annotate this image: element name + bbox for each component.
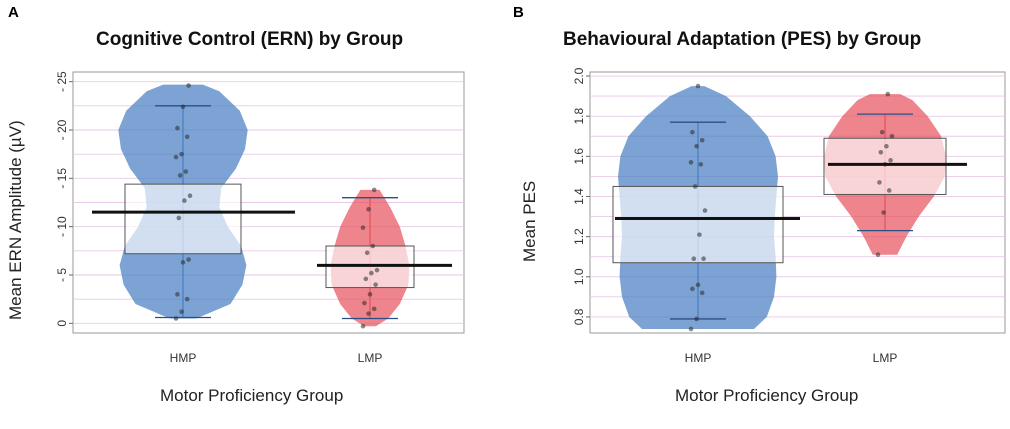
- panel-a: 0 - 5 - 10 - 15 - 20 - 25 HMP LMP A Cognitive C…: [6, 4, 465, 405]
- data-point: [362, 300, 367, 306]
- chart-a-ylabel: Mean ERN Amplitude (µV): [6, 120, 25, 320]
- y-tick-label: 0.8: [572, 308, 586, 325]
- panel-letter-a: A: [8, 4, 19, 21]
- data-point: [702, 208, 708, 213]
- chart-b-xlabel: Motor Proficiency Group: [675, 386, 859, 405]
- data-point: [187, 193, 193, 199]
- x-tick-label-hmp: HMP: [170, 351, 197, 365]
- panel-letter-b: B: [513, 4, 524, 21]
- data-point: [177, 173, 183, 178]
- data-point: [888, 158, 893, 163]
- data-point: [175, 125, 180, 131]
- data-point: [369, 270, 374, 276]
- data-point: [878, 150, 884, 155]
- data-point: [370, 243, 376, 249]
- data-point: [366, 311, 371, 316]
- y-tick-label: 2.0: [572, 67, 586, 84]
- data-point: [886, 188, 892, 193]
- y-tick-label: - 10: [55, 216, 69, 237]
- data-point: [363, 276, 369, 282]
- data-point: [884, 143, 889, 149]
- data-point: [360, 225, 366, 230]
- data-point: [364, 250, 370, 256]
- data-point: [690, 286, 695, 292]
- box-hmp: [124, 183, 242, 255]
- data-point: [371, 187, 377, 193]
- data-point: [688, 326, 694, 332]
- data-point: [697, 232, 702, 237]
- chart-b-svg: 0.8 1.0 1.2 1.4 1.6 1.8 2.0 HMP LMP: [572, 67, 1006, 365]
- data-point: [881, 210, 886, 215]
- data-point: [875, 252, 881, 257]
- data-point: [691, 256, 697, 262]
- data-point: [186, 257, 191, 262]
- data-point: [360, 323, 366, 329]
- y-tick-label: - 20: [55, 119, 69, 140]
- chart-a-title: Cognitive Control (ERN) by Group: [96, 29, 404, 50]
- data-point: [373, 282, 378, 287]
- data-point: [374, 267, 380, 273]
- chart-b-ylabel: Mean PES: [520, 180, 539, 262]
- data-point: [692, 184, 698, 189]
- box-hmp: [612, 185, 784, 264]
- data-point: [180, 260, 186, 265]
- data-point: [184, 134, 190, 140]
- chart-a-xlabel: Motor Proficiency Group: [160, 386, 344, 405]
- data-point: [175, 292, 180, 297]
- data-point: [367, 292, 373, 297]
- data-point: [695, 282, 701, 288]
- data-point: [701, 256, 706, 262]
- data-point: [889, 133, 895, 139]
- y-tick-label: - 5: [55, 268, 69, 282]
- data-point: [879, 129, 885, 135]
- data-point: [688, 160, 694, 165]
- data-point: [366, 206, 371, 212]
- data-point: [699, 290, 705, 296]
- y-tick-label: 1.0: [572, 268, 586, 285]
- data-point: [184, 296, 190, 302]
- data-point: [695, 83, 701, 89]
- data-point: [182, 198, 187, 203]
- y-tick-label: 1.6: [572, 148, 586, 165]
- y-tick-label: - 15: [55, 168, 69, 189]
- y-tick-label: 1.4: [572, 188, 586, 205]
- data-point: [179, 151, 184, 157]
- data-point: [698, 162, 704, 167]
- data-point: [179, 309, 184, 315]
- data-point: [186, 83, 191, 88]
- data-point: [690, 129, 695, 135]
- data-point: [371, 306, 377, 312]
- y-tick-label: 0: [55, 320, 69, 327]
- y-tick-label: 1.8: [572, 108, 586, 125]
- data-point: [885, 91, 891, 97]
- data-point: [176, 215, 182, 221]
- data-point: [694, 316, 699, 322]
- data-point: [180, 104, 186, 110]
- x-tick-label-lmp: LMP: [873, 351, 898, 365]
- chart-a-svg: 0 - 5 - 10 - 15 - 20 - 25 HMP LMP: [55, 71, 465, 365]
- panel-b: 0.8 1.0 1.2 1.4 1.6 1.8 2.0 HMP LMP B Behavioura…: [505, 0, 1010, 429]
- x-tick-label-hmp: HMP: [685, 351, 712, 365]
- data-point: [699, 137, 705, 143]
- data-point: [183, 169, 189, 174]
- y-tick-label: - 25: [55, 71, 69, 92]
- y-tick-label: 1.2: [572, 228, 586, 245]
- chart-b-title: Behavioural Adaptation (PES) by Group: [563, 29, 922, 50]
- data-point: [694, 143, 699, 149]
- data-point: [877, 180, 882, 185]
- data-point: [173, 316, 179, 321]
- data-point: [173, 154, 179, 160]
- x-tick-label-lmp: LMP: [358, 351, 383, 365]
